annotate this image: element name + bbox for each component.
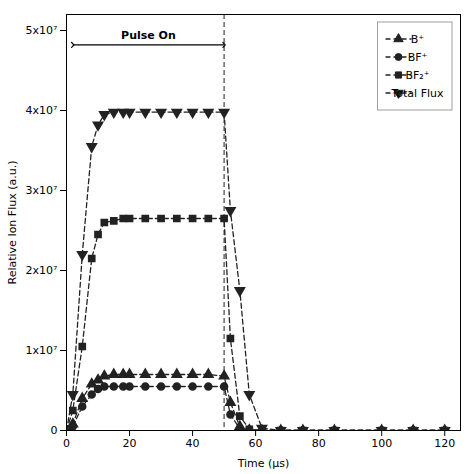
svg-text:BF⁺: BF⁺ bbox=[408, 51, 428, 64]
svg-text:BF₂⁺: BF₂⁺ bbox=[405, 69, 429, 82]
svg-text:1x10⁷: 1x10⁷ bbox=[26, 344, 58, 357]
svg-text:5x10⁷: 5x10⁷ bbox=[26, 24, 58, 37]
svg-text:Pulse On: Pulse On bbox=[121, 29, 176, 42]
svg-text:100: 100 bbox=[371, 437, 392, 450]
svg-text:3x10⁷: 3x10⁷ bbox=[26, 184, 58, 197]
svg-text:60: 60 bbox=[249, 437, 263, 450]
svg-text:B⁺: B⁺ bbox=[411, 33, 425, 46]
svg-text:80: 80 bbox=[312, 437, 326, 450]
svg-text:0: 0 bbox=[51, 424, 58, 437]
svg-text:4x10⁷: 4x10⁷ bbox=[26, 104, 58, 117]
svg-text:2x10⁷: 2x10⁷ bbox=[26, 264, 58, 277]
svg-text:Time (μs): Time (μs) bbox=[237, 457, 290, 470]
svg-text:0: 0 bbox=[63, 437, 70, 450]
svg-text:Total Flux: Total Flux bbox=[390, 87, 444, 100]
svg-text:20: 20 bbox=[123, 437, 137, 450]
svg-text:120: 120 bbox=[434, 437, 455, 450]
svg-text:Relative Ion Flux (a.u.): Relative Ion Flux (a.u.) bbox=[6, 161, 19, 285]
svg-text:40: 40 bbox=[186, 437, 200, 450]
